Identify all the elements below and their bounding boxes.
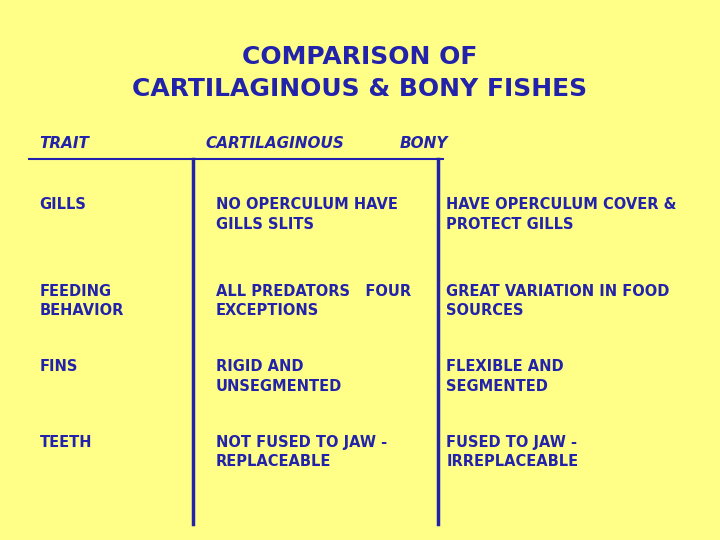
Text: GREAT VARIATION IN FOOD
SOURCES: GREAT VARIATION IN FOOD SOURCES xyxy=(446,284,670,318)
Text: TRAIT: TRAIT xyxy=(40,136,89,151)
Text: HAVE OPERCULUM COVER &
PROTECT GILLS: HAVE OPERCULUM COVER & PROTECT GILLS xyxy=(446,197,677,232)
Text: TEETH: TEETH xyxy=(40,435,92,450)
Text: CARTILAGINOUS & BONY FISHES: CARTILAGINOUS & BONY FISHES xyxy=(132,77,588,101)
Text: NOT FUSED TO JAW -
REPLACEABLE: NOT FUSED TO JAW - REPLACEABLE xyxy=(216,435,387,469)
Text: ALL PREDATORS   FOUR
EXCEPTIONS: ALL PREDATORS FOUR EXCEPTIONS xyxy=(216,284,411,318)
Text: RIGID AND
UNSEGMENTED: RIGID AND UNSEGMENTED xyxy=(216,359,342,394)
Text: BONY: BONY xyxy=(400,136,448,151)
Text: CARTILAGINOUS: CARTILAGINOUS xyxy=(205,136,344,151)
Text: FUSED TO JAW -
IRREPLACEABLE: FUSED TO JAW - IRREPLACEABLE xyxy=(446,435,579,469)
Text: FINS: FINS xyxy=(40,359,78,374)
Text: GILLS: GILLS xyxy=(40,197,86,212)
Text: COMPARISON OF: COMPARISON OF xyxy=(243,45,477,69)
Text: FLEXIBLE AND
SEGMENTED: FLEXIBLE AND SEGMENTED xyxy=(446,359,564,394)
Text: NO OPERCULUM HAVE
GILLS SLITS: NO OPERCULUM HAVE GILLS SLITS xyxy=(216,197,398,232)
Text: FEEDING
BEHAVIOR: FEEDING BEHAVIOR xyxy=(40,284,124,318)
